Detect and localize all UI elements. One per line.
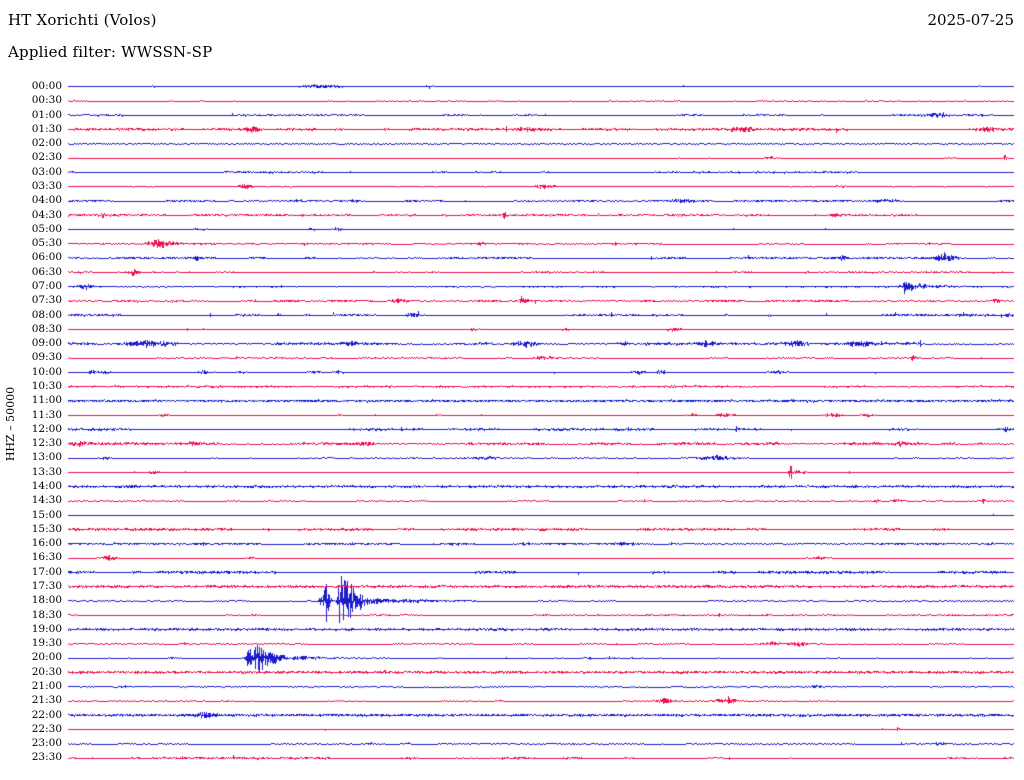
row-label: 11:00 [31,394,62,407]
row-label: 15:00 [31,508,62,521]
row-label: 06:00 [31,251,62,264]
row-label: 21:30 [31,694,62,707]
row-label: 15:30 [31,522,62,535]
row-label: 02:30 [31,151,62,164]
row-label: 07:00 [31,280,62,293]
row-label: 09:00 [31,337,62,350]
row-label: 22:00 [31,708,62,721]
row-label: 07:30 [31,294,62,307]
row-label: 20:00 [31,651,62,664]
row-label: 21:00 [31,680,62,693]
row-label: 22:30 [31,722,62,735]
row-label: 01:00 [31,108,62,121]
row-label: 05:30 [31,237,62,250]
row-label: 00:30 [31,94,62,107]
row-label: 10:30 [31,380,62,393]
row-label: 01:30 [31,122,62,135]
row-label: 16:30 [31,551,62,564]
row-label: 11:30 [31,408,62,421]
row-label: 06:30 [31,265,62,278]
time-axis: 00:00 00:30 01:00 01:30 02:00 02:30 03:00 03:30… [0,0,62,780]
row-label: 23:30 [31,751,62,764]
row-label: 13:30 [31,465,62,478]
row-label: 17:00 [31,565,62,578]
row-label: 05:00 [31,222,62,235]
row-label: 04:00 [31,194,62,207]
row-label: 13:00 [31,451,62,464]
row-label: 00:00 [31,80,62,92]
row-label: 14:00 [31,480,62,493]
filter-label: Applied filter: WWSSN-SP [8,43,213,61]
row-label: 02:00 [31,137,62,150]
row-label: 19:30 [31,637,62,650]
row-label: 14:30 [31,494,62,507]
row-label: 20:30 [31,665,62,678]
row-label: 16:00 [31,537,62,550]
row-label: 18:30 [31,608,62,621]
plot-date: 2025-07-25 [927,11,1014,29]
row-label: 12:00 [31,422,62,435]
row-label: 09:30 [31,351,62,364]
row-label: 10:00 [31,365,62,378]
station-title: HT Xorichti (Volos) [8,11,157,29]
row-label: 23:00 [31,737,62,750]
row-label: 19:00 [31,622,62,635]
row-label: 12:30 [31,437,62,450]
row-label: 08:00 [31,308,62,321]
row-label: 03:30 [31,180,62,192]
row-label: 08:30 [31,322,62,335]
row-label: 04:30 [31,208,62,221]
row-label: 17:30 [31,580,62,593]
row-label: 18:00 [31,594,62,607]
row-label: 03:00 [31,165,62,178]
